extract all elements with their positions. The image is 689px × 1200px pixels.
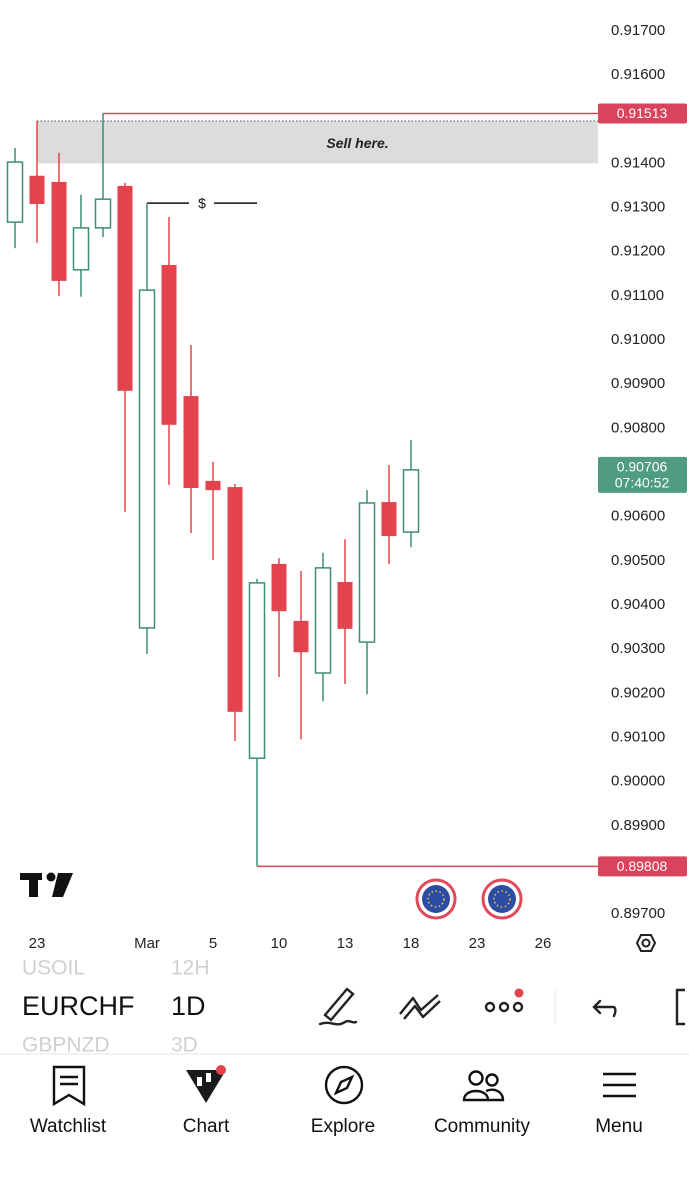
y-tick-label: 0.90200: [611, 684, 665, 701]
current-price-label: 0.90706: [617, 459, 668, 475]
y-tick-label: 0.91000: [611, 331, 665, 348]
event-icon: [415, 878, 457, 920]
candle-body: [293, 620, 309, 653]
candle-body: [271, 563, 287, 612]
x-tick-label: 23: [29, 935, 46, 952]
nav-icon[interactable]: [462, 1070, 505, 1102]
price-tag-label: 0.91513: [617, 105, 668, 121]
annotation-label: $: [198, 195, 206, 211]
candle-body: [358, 502, 376, 643]
settings-button[interactable]: [635, 934, 657, 952]
price-tag-label: 0.89808: [617, 858, 668, 874]
current-price-tag: [598, 456, 687, 493]
y-tick-label: 0.91400: [611, 154, 665, 171]
candle-body: [51, 181, 67, 281]
sell-zone: [37, 120, 598, 164]
candle-body: [138, 289, 156, 629]
interval-option[interactable]: 3D: [171, 1034, 198, 1057]
price-tag: [598, 856, 687, 877]
nav-label[interactable]: Chart: [183, 1116, 230, 1137]
y-tick-label: 0.91100: [611, 287, 664, 304]
nav-icon[interactable]: [186, 1065, 226, 1103]
y-tick-label: 0.89900: [611, 817, 665, 834]
y-tick-label: 0.90600: [611, 508, 665, 525]
indicator-tool[interactable]: [399, 994, 441, 1020]
candle-body: [94, 198, 112, 229]
y-tick-label: 0.90800: [611, 419, 665, 436]
nav-label[interactable]: Menu: [595, 1116, 643, 1137]
y-tick-label: 0.91700: [611, 22, 665, 39]
draw-tool[interactable]: [318, 987, 358, 1026]
interval-option[interactable]: 1D: [171, 991, 206, 1021]
y-tick-label: 0.91300: [611, 199, 665, 216]
event-icon: [481, 878, 523, 920]
x-tick-label: 26: [535, 935, 552, 952]
candle-body: [29, 175, 45, 205]
candle-body: [161, 264, 177, 425]
more-button[interactable]: [484, 988, 524, 1013]
y-tick-label: 0.90000: [611, 773, 665, 790]
zone-label: Sell here.: [326, 135, 388, 151]
nav-label[interactable]: Watchlist: [30, 1116, 107, 1137]
nav-icon[interactable]: [52, 1065, 86, 1107]
undo-button[interactable]: [592, 999, 617, 1018]
nav-icon[interactable]: [603, 1072, 636, 1098]
x-tick-label: 13: [337, 935, 354, 952]
candle-body: [183, 396, 199, 488]
candle-body: [337, 582, 353, 629]
candle-body: [248, 582, 266, 759]
candle-body: [72, 227, 90, 271]
candle-body: [381, 502, 397, 537]
countdown-label: 07:40:52: [615, 475, 670, 491]
y-tick-label: 0.90100: [611, 728, 665, 745]
symbol-option[interactable]: EURCHF: [22, 991, 135, 1021]
x-tick-label: 23: [469, 935, 486, 952]
interval-option[interactable]: 12H: [171, 957, 210, 980]
candle-body: [227, 487, 243, 712]
y-tick-label: 0.89700: [611, 905, 665, 922]
symbol-option[interactable]: GBPNZD: [22, 1034, 110, 1057]
x-tick-label: 18: [403, 935, 420, 952]
logo: [20, 872, 73, 897]
candle-body: [117, 185, 133, 391]
symbol-option[interactable]: USOIL: [22, 957, 85, 980]
x-tick-label: 10: [271, 935, 288, 952]
y-tick-label: 0.90400: [611, 596, 665, 613]
x-tick-label: Mar: [134, 935, 160, 952]
candle-body: [6, 161, 24, 223]
y-tick-label: 0.91600: [611, 66, 665, 83]
nav-label[interactable]: Community: [434, 1116, 531, 1137]
x-tick-label: 5: [209, 935, 217, 952]
y-tick-label: 0.91200: [611, 243, 665, 260]
y-tick-label: 0.90900: [611, 375, 665, 392]
more-tools[interactable]: [675, 988, 685, 1026]
y-tick-label: 0.90500: [611, 552, 665, 569]
nav-icon[interactable]: [324, 1065, 364, 1105]
candle-body: [205, 480, 221, 491]
candle-body: [314, 567, 332, 674]
y-tick-label: 0.90300: [611, 640, 665, 657]
candle-body: [402, 469, 420, 533]
nav-label[interactable]: Explore: [311, 1116, 375, 1137]
price-tag: [598, 103, 687, 124]
